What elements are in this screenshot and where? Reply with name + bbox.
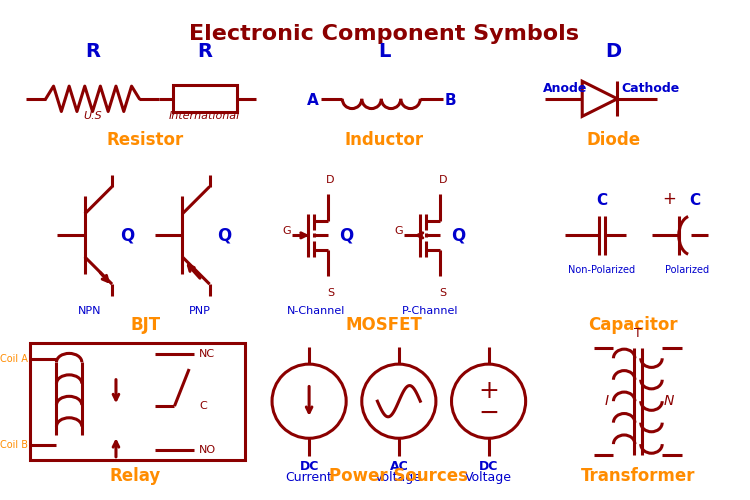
Text: G: G: [394, 226, 403, 236]
Text: Relay: Relay: [110, 466, 161, 484]
Text: Q: Q: [120, 226, 134, 244]
Text: Resistor: Resistor: [106, 131, 184, 149]
Text: Anode: Anode: [542, 82, 586, 95]
Text: Inductor: Inductor: [345, 131, 424, 149]
Text: Polarized: Polarized: [664, 264, 709, 274]
Text: International: International: [169, 112, 240, 122]
Text: R: R: [85, 42, 100, 61]
Text: NPN: NPN: [78, 306, 101, 316]
Text: G: G: [282, 226, 290, 236]
Text: I: I: [604, 394, 609, 408]
Text: PNP: PNP: [189, 306, 211, 316]
Text: S: S: [327, 288, 334, 298]
Text: C: C: [688, 193, 700, 208]
Text: D: D: [439, 174, 447, 184]
Text: Electronic Component Symbols: Electronic Component Symbols: [189, 24, 579, 44]
Text: Q: Q: [339, 226, 353, 244]
Text: Cathode: Cathode: [622, 82, 680, 95]
Text: C: C: [199, 401, 207, 411]
Text: T: T: [634, 326, 642, 340]
Text: +: +: [662, 190, 676, 208]
Text: L: L: [378, 42, 391, 61]
Text: P-Channel: P-Channel: [402, 306, 458, 316]
Text: D: D: [326, 174, 334, 184]
Text: Non-Polarized: Non-Polarized: [568, 264, 635, 274]
Text: Coil B: Coil B: [0, 440, 28, 450]
Text: D: D: [605, 42, 622, 61]
Text: Coil A: Coil A: [0, 354, 28, 364]
Text: U.S: U.S: [83, 112, 102, 122]
Text: S: S: [440, 288, 446, 298]
Text: Q: Q: [217, 226, 232, 244]
Text: Voltage: Voltage: [465, 472, 512, 484]
Bar: [30, 342, 245, 460]
Bar: [172, 85, 237, 112]
Text: B: B: [445, 94, 456, 108]
Text: −: −: [478, 401, 499, 425]
Text: Capacitor: Capacitor: [588, 316, 678, 334]
Text: Q: Q: [452, 226, 466, 244]
Text: N: N: [664, 394, 674, 408]
Text: AC: AC: [389, 460, 408, 472]
Text: A: A: [307, 94, 319, 108]
Text: NC: NC: [199, 350, 215, 360]
Text: +: +: [478, 380, 499, 404]
Text: Power Sources: Power Sources: [329, 466, 468, 484]
Text: N-Channel: N-Channel: [286, 306, 345, 316]
Text: NO: NO: [199, 445, 216, 455]
Text: Diode: Diode: [586, 131, 640, 149]
Text: DC: DC: [299, 460, 319, 472]
Text: MOSFET: MOSFET: [346, 316, 423, 334]
Text: R: R: [197, 42, 212, 61]
Text: Current: Current: [286, 472, 332, 484]
Text: Transformer: Transformer: [580, 466, 695, 484]
Text: Voltage: Voltage: [375, 472, 422, 484]
Text: DC: DC: [479, 460, 498, 472]
Text: BJT: BJT: [130, 316, 160, 334]
Text: C: C: [596, 193, 608, 208]
